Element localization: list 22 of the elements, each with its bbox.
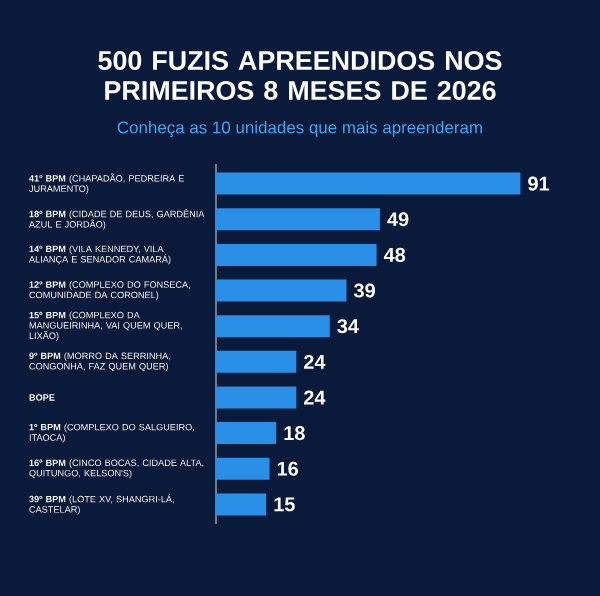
data-label: 24 xyxy=(304,354,326,369)
bar xyxy=(216,493,267,516)
bar xyxy=(216,350,297,373)
bar xyxy=(216,386,297,409)
bar xyxy=(216,208,380,231)
bar xyxy=(216,422,277,445)
chart-title: 500 FUZIS APREENDIDOS NOS PRIMEIROS 8 MESES DE 2026 xyxy=(98,51,502,100)
bar xyxy=(216,457,270,480)
data-label: 91 xyxy=(528,176,550,191)
data-label: 48 xyxy=(383,247,406,262)
data-label: 34 xyxy=(337,319,359,334)
bar xyxy=(216,243,377,266)
data-label: 39 xyxy=(353,283,375,298)
data-label: 49 xyxy=(387,212,409,227)
chart-subtitle: Conheça as 10 unidades que mais apreenderam xyxy=(117,121,482,137)
data-label: 15 xyxy=(274,497,295,512)
data-label: 18 xyxy=(284,426,305,441)
bar xyxy=(216,172,521,195)
data-label: 16 xyxy=(277,461,299,476)
bar xyxy=(216,279,347,302)
data-label: 24 xyxy=(304,390,326,405)
bar xyxy=(216,315,330,338)
